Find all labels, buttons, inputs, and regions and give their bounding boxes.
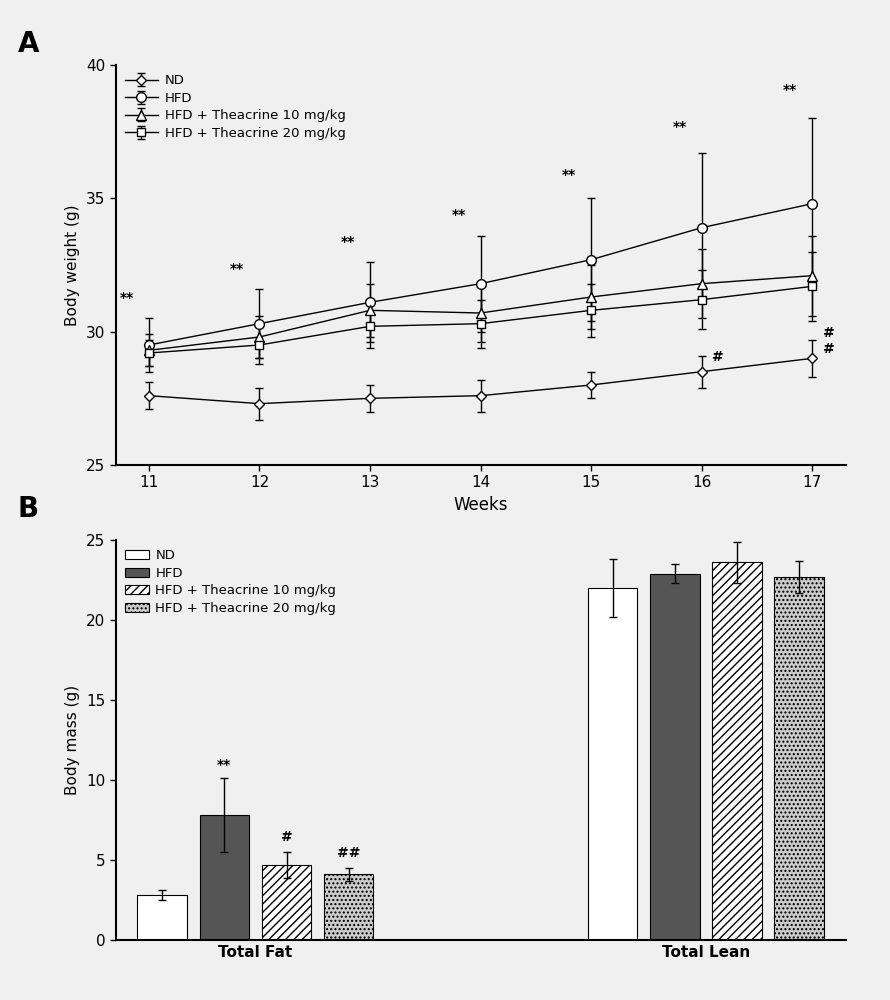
Bar: [774, 577, 824, 940]
Text: #: #: [823, 342, 835, 356]
Y-axis label: Body mass (g): Body mass (g): [66, 685, 80, 795]
Text: **: **: [341, 235, 355, 249]
Text: **: **: [783, 83, 797, 97]
Y-axis label: Body weight (g): Body weight (g): [65, 204, 80, 326]
Text: #: #: [823, 326, 835, 340]
Text: **: **: [231, 262, 245, 276]
Legend: ND, HFD, HFD + Theacrine 10 mg/kg, HFD + Theacrine 20 mg/kg: ND, HFD, HFD + Theacrine 10 mg/kg, HFD +…: [122, 547, 339, 618]
Text: #: #: [713, 350, 724, 364]
Text: **: **: [673, 120, 687, 134]
Text: #: #: [280, 830, 293, 844]
Bar: [587, 588, 637, 940]
Bar: [137, 895, 187, 940]
Text: B: B: [18, 495, 39, 523]
Text: **: **: [119, 291, 134, 305]
Text: **: **: [562, 168, 576, 182]
Bar: [650, 574, 700, 940]
Text: **: **: [451, 208, 465, 222]
X-axis label: Weeks: Weeks: [453, 496, 508, 514]
Bar: [324, 874, 374, 940]
Legend: ND, HFD, HFD + Theacrine 10 mg/kg, HFD + Theacrine 20 mg/kg: ND, HFD, HFD + Theacrine 10 mg/kg, HFD +…: [122, 72, 348, 143]
Text: A: A: [18, 30, 39, 58]
Text: ##: ##: [336, 846, 360, 860]
Bar: [199, 815, 249, 940]
Text: **: **: [217, 758, 231, 772]
Bar: [262, 865, 311, 940]
Bar: [712, 562, 762, 940]
